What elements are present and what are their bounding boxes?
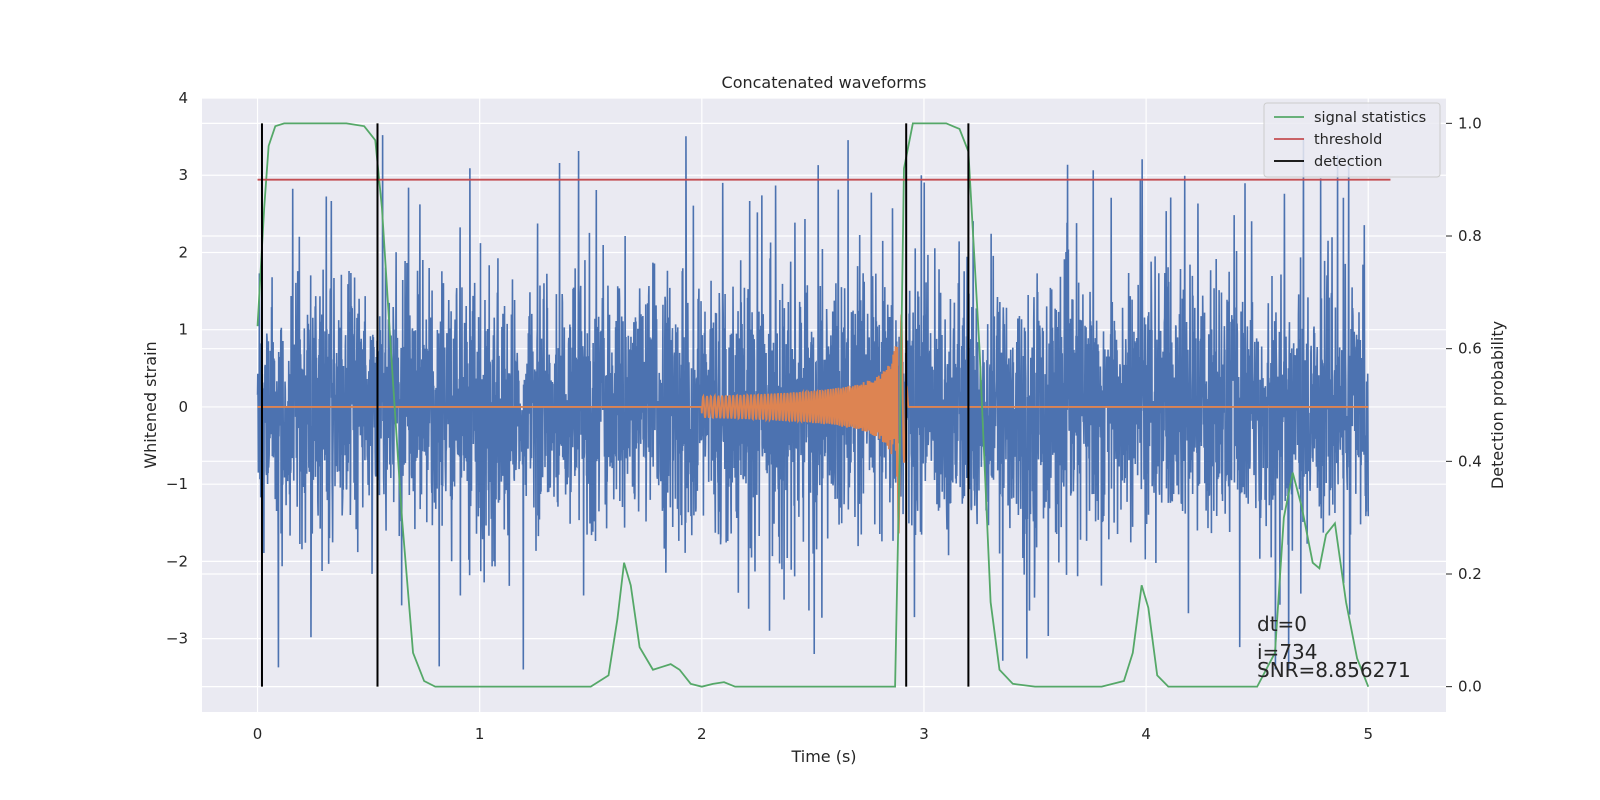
legend-box <box>1263 102 1441 178</box>
x-tick-label-2: 2 <box>697 725 707 743</box>
y-left-axis-label: Whitened strain <box>141 341 160 468</box>
y-right-tick-label-5: 1.0 <box>1458 114 1482 132</box>
x-tick-label-5: 5 <box>1363 725 1373 743</box>
x-axis-label: Time (s) <box>790 747 856 766</box>
y-right-tick-label-4: 0.8 <box>1458 227 1482 245</box>
y-left-tick-label-1: −2 <box>166 552 188 570</box>
y-left-tick-label-7: 4 <box>178 89 188 107</box>
legend-label-detection: detection <box>1314 154 1382 170</box>
noise-series-line <box>256 135 1370 670</box>
x-tick-label-4: 4 <box>1141 725 1151 743</box>
y-right-tick-label-3: 0.6 <box>1458 340 1482 358</box>
legend-label-signal-statistics: signal statistics <box>1314 110 1426 126</box>
annotation-block: dt=0 i=734 SNR=8.856271 <box>1257 612 1411 682</box>
y-right-tick-label-1: 0.2 <box>1458 565 1482 583</box>
x-axis-ticks: 0 1 2 3 4 5 <box>253 725 1373 743</box>
x-tick-label-3: 3 <box>919 725 929 743</box>
annotation-dt: dt=0 <box>1257 612 1307 636</box>
y-right-axis-label: Detection probability <box>1488 321 1507 489</box>
chart-title: Concatenated waveforms <box>722 73 927 92</box>
plot-area <box>256 122 1391 688</box>
legend-label-threshold: threshold <box>1314 132 1382 148</box>
annotation-index: i=734 <box>1257 640 1318 664</box>
y-right-axis-ticks: 0.0 0.2 0.4 0.6 0.8 1.0 <box>1446 114 1482 696</box>
signal-statistics-line <box>256 122 1370 688</box>
x-tick-label-0: 0 <box>253 725 263 743</box>
y-right-tick-label-0: 0.0 <box>1458 678 1482 696</box>
legend: signal statistics threshold detection <box>1263 102 1441 178</box>
template-series-line <box>257 314 1369 534</box>
detection-lines <box>260 123 970 687</box>
annotation-snr: SNR=8.856271 <box>1257 658 1411 682</box>
y-left-tick-label-0: −3 <box>166 630 188 648</box>
y-left-tick-label-3: 0 <box>178 398 188 416</box>
x-tick-label-1: 1 <box>475 725 485 743</box>
y-left-tick-label-6: 3 <box>178 166 188 184</box>
y-right-tick-label-2: 0.4 <box>1458 452 1482 470</box>
y-left-axis-ticks: −3 −2 −1 0 1 2 3 4 <box>166 89 188 648</box>
y-left-tick-label-5: 2 <box>178 243 188 261</box>
y-left-tick-label-2: −1 <box>166 475 188 493</box>
y-left-tick-label-4: 1 <box>178 321 188 339</box>
